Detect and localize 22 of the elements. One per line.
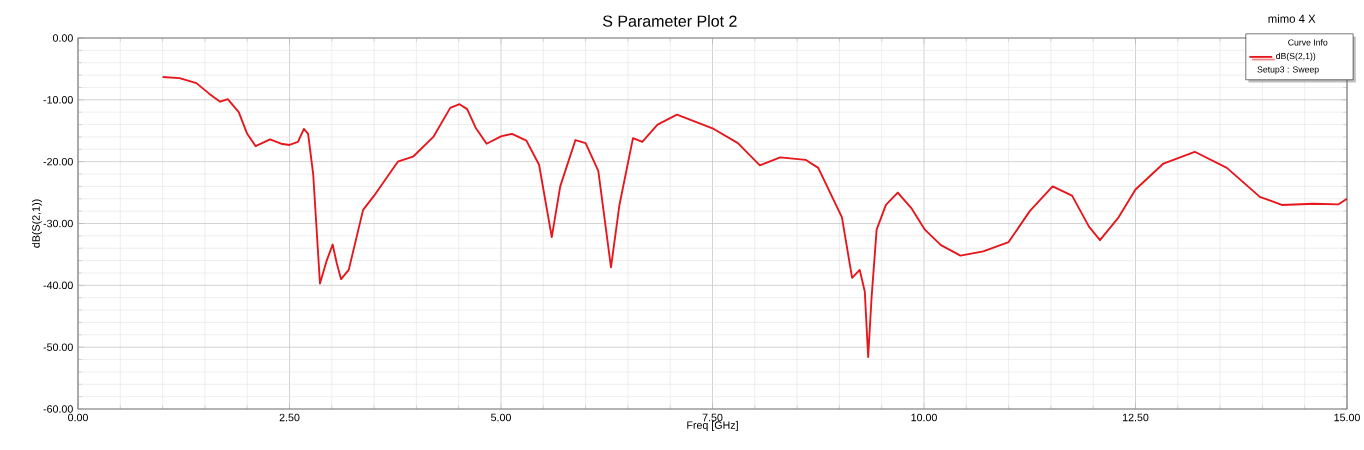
x-tick-label: 7.50 — [702, 413, 723, 422]
y-axis-title: dB(S(2,1)) — [31, 199, 42, 248]
text: mimo 4 X — [1268, 14, 1316, 23]
x-tick-label: 5.00 — [491, 413, 511, 422]
y-tick-label: -40.00 — [43, 281, 73, 290]
line-series — [161, 76, 1348, 358]
y-tick-label: -10.00 — [43, 96, 73, 104]
y-tick-label: -60.00 — [43, 405, 73, 413]
annotation: Setup3 : Sweep — [1257, 66, 1319, 75]
y-tick-label: -50.00 — [43, 343, 73, 351]
legend-label: dB(S(2,1)) — [1276, 52, 1316, 61]
x-tick-label: 15.00 — [1334, 413, 1360, 422]
x-axis-title: Freq [GHz] — [687, 421, 738, 432]
x-tick-label: 0.00 — [68, 413, 88, 422]
legend-title: Curve Info — [1288, 39, 1328, 46]
y-tick-label: -30.00 — [43, 219, 73, 228]
x-tick-label: 2.50 — [279, 413, 300, 422]
y-tick-label: -20.00 — [43, 157, 73, 166]
x-tick-label: 10.00 — [911, 413, 937, 422]
x-tick-label: 12.50 — [1122, 413, 1149, 422]
chart-title: S Parameter Plot 2 — [602, 15, 737, 27]
y-tick-label: 0.00 — [52, 34, 73, 42]
